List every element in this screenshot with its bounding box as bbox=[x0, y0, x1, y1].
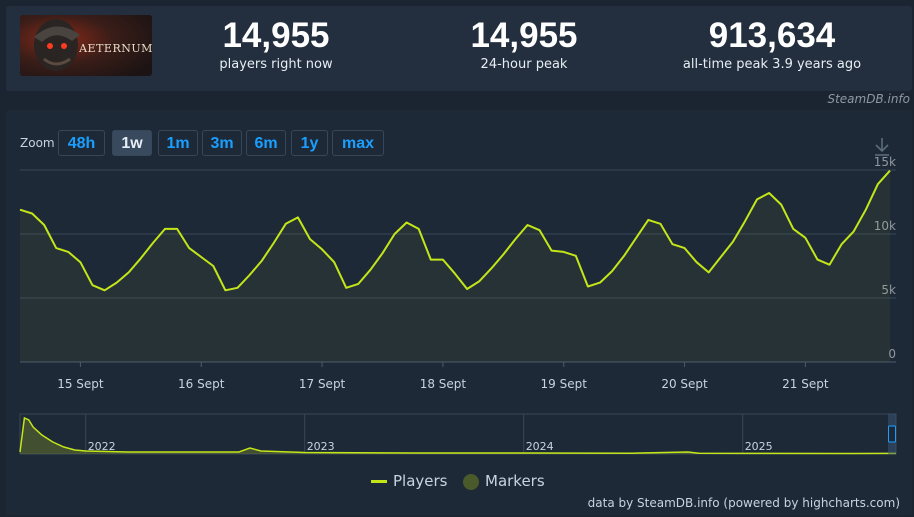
y-tick-label: 15k bbox=[874, 155, 896, 169]
stat-players-now: 14,955 players right now bbox=[156, 16, 396, 72]
stat-value: 14,955 bbox=[470, 16, 578, 55]
logo-text: AETERNUM bbox=[78, 42, 152, 55]
navigator-frame bbox=[19, 413, 897, 455]
download-icon[interactable] bbox=[872, 136, 892, 158]
legend-markers-label: Markers bbox=[485, 472, 545, 490]
navigator-year-label: 2023 bbox=[307, 440, 335, 453]
x-tick-label: 16 Sept bbox=[178, 377, 225, 391]
navigator-year-label: 2025 bbox=[745, 440, 773, 453]
zoom-3m-button[interactable]: 3m bbox=[202, 130, 242, 156]
game-logo[interactable]: AETERNUM bbox=[20, 15, 152, 76]
navigator-handle[interactable] bbox=[888, 425, 896, 443]
x-tick-label: 20 Sept bbox=[661, 377, 708, 391]
x-tick-label: 15 Sept bbox=[57, 377, 104, 391]
legend-markers[interactable]: Markers bbox=[463, 472, 545, 490]
x-tick-label: 19 Sept bbox=[541, 377, 588, 391]
highcharts-credit[interactable]: data by SteamDB.info (powered by highcha… bbox=[587, 496, 900, 510]
zoom-1y-button[interactable]: 1y bbox=[291, 130, 328, 156]
navigator-year-label: 2022 bbox=[88, 440, 116, 453]
legend-players-label: Players bbox=[393, 472, 448, 490]
y-tick-label: 0 bbox=[888, 347, 896, 361]
zoom-1m-button[interactable]: 1m bbox=[158, 130, 198, 156]
x-tick-label: 21 Sept bbox=[782, 377, 829, 391]
zoom-max-button[interactable]: max bbox=[332, 130, 384, 156]
stat-value: 14,955 bbox=[222, 16, 330, 55]
steamdb-credit[interactable]: SteamDB.info bbox=[827, 92, 910, 106]
players-series-line bbox=[19, 169, 891, 292]
player-count-chart: 0 5k 10k 15k 15 Sept 16 Sept 17 Sept 18 Sept 19 … bbox=[19, 155, 897, 455]
stat-label: players right now bbox=[219, 57, 333, 72]
legend-marker-swatch bbox=[463, 473, 479, 490]
stat-value: 913,634 bbox=[708, 16, 836, 55]
x-tick-label: 18 Sept bbox=[420, 377, 467, 391]
x-tick-label: 17 Sept bbox=[299, 377, 346, 391]
zoom-48h-button[interactable]: 48h bbox=[58, 130, 105, 156]
zoom-6m-button[interactable]: 6m bbox=[246, 130, 286, 156]
stat-label: 24-hour peak bbox=[480, 57, 568, 72]
navigator-year-label: 2024 bbox=[526, 440, 554, 453]
legend-players[interactable]: Players bbox=[371, 472, 448, 490]
chart-panel: Zoom 48h 1w 1m 3m 6m 1y max 0 5k 10k 15k 15 … bbox=[6, 110, 912, 515]
stats-header: AETERNUM 14,955 players right now 14,955… bbox=[6, 6, 912, 91]
zoom-label: Zoom bbox=[20, 136, 55, 150]
y-tick-label: 10k bbox=[874, 219, 896, 233]
players-area bbox=[20, 170, 890, 362]
zoom-1w-button[interactable]: 1w bbox=[112, 130, 152, 156]
legend-line-swatch bbox=[371, 480, 387, 483]
y-tick-label: 5k bbox=[881, 283, 896, 297]
stat-label: all-time peak 3.9 years ago bbox=[682, 57, 862, 72]
navigator-line bbox=[19, 416, 897, 455]
stat-24h-peak: 14,955 24-hour peak bbox=[404, 16, 644, 72]
stat-all-time-peak: 913,634 all-time peak 3.9 years ago bbox=[652, 16, 892, 72]
